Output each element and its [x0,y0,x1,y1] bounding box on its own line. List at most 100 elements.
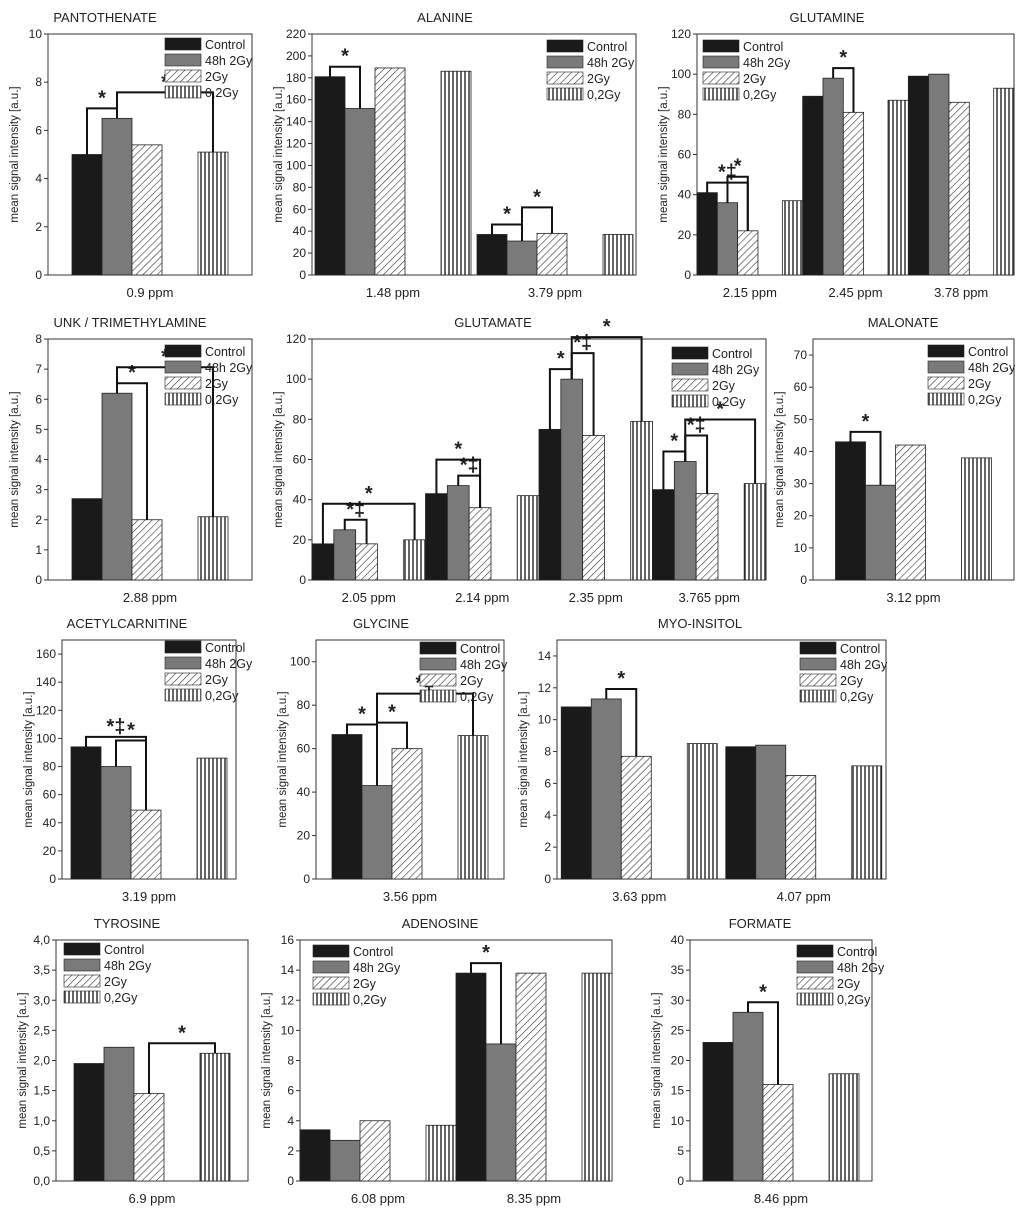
bar-48h-2gy [446,485,470,581]
y-tick-label: 80 [297,698,311,712]
bar-48h-2gy [361,785,393,880]
y-tick-label: 20 [794,509,808,523]
significance-bracket [726,175,749,231]
bar-48h-2gy [333,529,357,581]
y-tick-label: 20 [678,228,692,242]
bar-control [702,1042,734,1182]
legend-label: Control [460,642,500,656]
legend-swatch [164,69,202,83]
chart-title: MALONATE [868,315,939,330]
bar-2gy [695,493,719,581]
bar-48h-2gy [485,1043,517,1182]
legend: Control 48h 2Gy 2Gy 0,2Gy [164,640,253,703]
legend-swatch [671,346,709,360]
bar-0-2gy [425,1124,457,1182]
y-tick-label: 2 [35,513,42,527]
legend-swatch [927,360,965,374]
y-tick-label: 1,0 [33,1114,50,1128]
chart-title: ADENOSINE [402,916,479,931]
y-tick-label: 100 [290,655,310,669]
y-tick-label: 12 [538,681,552,695]
bar-48h-2gy [716,202,739,276]
bar-2gy [737,230,759,276]
bar-2gy [355,543,378,581]
chart-panel-glycine: GLYCINE 0 20 40 60 80 100 mean signal intensity… [277,616,508,904]
y-tick-label: 1,5 [33,1084,50,1098]
chart-panel-unk-trimethylamine: UNK / TRIMETHYLAMINE 0 1 2 3 4 5 6 7 8 mean signal… [9,315,253,605]
legend-swatch [63,974,101,988]
y-tick-label: 70 [794,348,808,362]
bar-48h-2gy [560,378,584,581]
legend-label: Control [353,945,393,959]
bar-control [696,192,718,276]
y-tick-label: 80 [678,107,692,121]
y-tick-label: 0 [303,872,310,886]
legend-label: 0,2Gy [205,86,239,100]
significance-bracket [832,67,855,113]
plot-frame [556,639,887,880]
legend-label: 2Gy [104,975,128,989]
legend-label: 2Gy [353,977,377,991]
significance-label: * [716,399,724,421]
legend-label: 48h 2Gy [712,363,760,377]
legend: Control 48h 2Gy 2Gy 0,2Gy [164,37,253,100]
bar-2gy [133,1093,165,1182]
legend-swatch [796,976,834,990]
chart-title: GLUTAMINE [790,10,865,25]
y-tick-label: 60 [293,453,307,467]
y-tick-label: 30 [671,993,685,1007]
legend-label: 0,2Gy [837,993,871,1007]
legend-label: 2Gy [205,377,229,391]
y-tick-label: 120 [36,703,56,717]
y-tick-label: 16 [281,933,295,947]
legend-swatch [546,39,584,53]
y-tick-label: 4 [287,1114,294,1128]
significance-label: * [862,411,870,433]
significance-label: * [127,720,135,742]
y-tick-label: 0 [299,268,306,282]
bar-control [907,75,930,276]
bar-control [476,234,508,276]
y-tick-label: 0 [684,268,691,282]
legend-label: 2Gy [968,377,992,391]
chart-title: PANTOTHENATE [53,10,157,25]
y-tick-label: 160 [286,93,306,107]
x-tick-label: 3.19 ppm [122,889,176,904]
bar-control [425,493,448,581]
y-tick-label: 8 [35,332,42,346]
legend-swatch [164,640,202,654]
chart-title: GLUTAMATE [454,315,532,330]
legend: Control 48h 2Gy 2Gy 0,2Gy [546,39,635,102]
x-tick-label: 3.12 ppm [886,590,940,605]
legend-label: 0,2Gy [205,689,239,703]
y-tick-label: 20 [671,1054,685,1068]
bar-control [311,543,335,581]
legend-label: Control [837,945,877,959]
bar-0-2gy [781,200,804,276]
legend-swatch [419,641,457,655]
bar-0-2gy [581,972,613,1182]
y-tick-label: 0 [299,573,306,587]
y-tick-label: 40 [293,224,307,238]
bar-2gy [895,444,926,581]
x-tick-label: 0.9 ppm [127,285,174,300]
chart-panel-myo-insitol: MYO-INSITOL 0 2 4 6 8 10 12 14 mean signal intens… [518,616,888,904]
bar-2gy [582,434,605,581]
y-tick-label: 2 [287,1144,294,1158]
chart-panel-acetylcarnitine: ACETYLCARNITINE 0 20 40 60 80 100 120 140 160 mean… [23,616,253,904]
y-tick-label: 0 [287,1174,294,1188]
bar-control [71,498,103,581]
legend: Control 48h 2Gy 2Gy 0,2Gy [702,39,791,102]
legend-label: 2Gy [205,70,229,84]
x-tick-label: 8.46 ppm [754,1191,808,1206]
bar-48h-2gy [590,698,622,880]
legend-label: 2Gy [840,674,864,688]
legend-label: Control [205,641,245,655]
legend-swatch [546,55,584,69]
y-tick-label: 120 [286,137,306,151]
legend-swatch [702,55,740,69]
y-tick-label: 0,0 [33,1174,50,1188]
significance-bracket [329,65,361,109]
y-tick-label: 2,5 [33,1023,50,1037]
